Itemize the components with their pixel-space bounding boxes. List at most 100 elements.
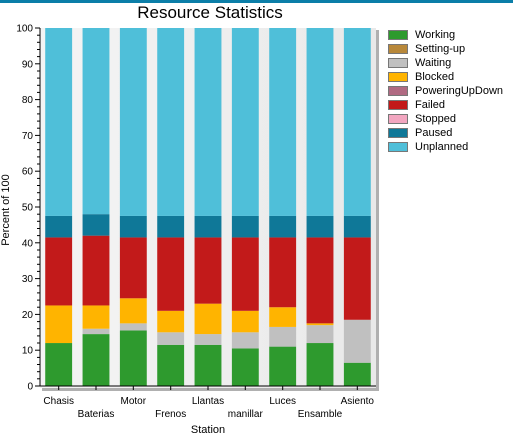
legend-label: Setting-up	[415, 43, 466, 55]
bar-segment-blocked-motor	[119, 298, 147, 324]
x-tick-label-llantas: Llantas	[192, 396, 224, 407]
bar-segment-working-llantas	[194, 344, 222, 386]
bar-segment-waiting-luces	[269, 326, 297, 347]
y-tick-label: 80	[22, 95, 34, 106]
bar-segment-failed-motor	[119, 237, 147, 299]
bar-segment-blocked-manillar	[231, 310, 259, 333]
plot-shadow-bottom	[42, 388, 379, 391]
bar-segment-working-motor	[119, 330, 147, 386]
x-tick-label-frenos: Frenos	[155, 409, 186, 420]
x-tick-label-manillar: manillar	[228, 409, 264, 420]
bar-segment-failed-baterias	[82, 235, 110, 306]
legend-label: Blocked	[415, 71, 455, 83]
bar-segment-paused-asiento	[343, 215, 371, 238]
bar-segment-unplanned-frenos	[157, 28, 185, 216]
bar-segment-waiting-ensamble	[306, 325, 334, 344]
y-axis-title: Percent of 100	[0, 174, 12, 246]
bar-segment-paused-llantas	[194, 215, 222, 238]
legend-swatch	[388, 72, 408, 82]
legend-label: Paused	[415, 127, 453, 139]
legend-item-blocked: Blocked	[388, 70, 503, 84]
x-tick-label-asiento: Asiento	[341, 396, 375, 407]
bar-segment-failed-chasis	[45, 237, 73, 306]
bar-segment-failed-manillar	[231, 237, 259, 311]
bar-segment-working-ensamble	[306, 343, 334, 386]
bar-segment-waiting-motor	[119, 323, 147, 331]
bar-segment-paused-motor	[119, 215, 147, 238]
bar-segment-failed-asiento	[343, 237, 371, 320]
bar-segment-unplanned-motor	[119, 28, 147, 216]
bar-segment-waiting-llantas	[194, 334, 222, 345]
bar-segment-unplanned-baterias	[82, 28, 110, 215]
top-rule	[0, 0, 513, 3]
legend-swatch	[388, 30, 408, 40]
x-axis: Chasis Baterias Motor Frenos Llantas manillar…	[40, 385, 376, 420]
legend-item-failed: Failed	[388, 98, 503, 112]
bar-segment-blocked-llantas	[194, 303, 222, 335]
bar-segment-working-frenos	[157, 344, 185, 386]
bar-segment-waiting-frenos	[157, 332, 185, 345]
legend-swatch	[388, 128, 408, 138]
bar-segment-unplanned-chasis	[45, 28, 73, 216]
legend-item-waiting: Waiting	[388, 56, 503, 70]
bar-segment-failed-ensamble	[306, 237, 334, 324]
legend-label: Stopped	[415, 113, 456, 125]
bar-segment-paused-baterias	[82, 214, 110, 236]
legend-item-poweringupdown: PoweringUpDown	[388, 84, 503, 98]
y-tick-label: 50	[22, 203, 34, 214]
x-tick-label-chasis: Chasis	[43, 396, 74, 407]
y-tick-label: 100	[16, 24, 33, 35]
bar-segment-waiting-baterias	[82, 328, 110, 335]
bar-segment-unplanned-manillar	[231, 28, 259, 216]
bar-segment-waiting-asiento	[343, 319, 371, 363]
legend-label: Unplanned	[415, 141, 469, 153]
legend-item-paused: Paused	[388, 126, 503, 140]
bar-segment-unplanned-asiento	[343, 28, 371, 216]
x-tick-label-motor: Motor	[121, 396, 147, 407]
legend-label: Waiting	[415, 57, 452, 69]
bar-segment-paused-ensamble	[306, 215, 334, 238]
bar-segment-blocked-frenos	[157, 310, 185, 333]
bar-segment-failed-frenos	[157, 237, 185, 311]
legend-swatch	[388, 58, 408, 68]
y-tick-label: 10	[22, 346, 34, 357]
bar-segment-unplanned-ensamble	[306, 28, 334, 216]
x-tick-label-baterias: Baterias	[78, 409, 115, 420]
y-tick-label: 60	[22, 167, 34, 178]
legend-item-unplanned: Unplanned	[388, 140, 503, 154]
bar-segment-working-chasis	[45, 343, 73, 386]
y-tick-label: 20	[22, 310, 34, 321]
y-tick-label: 30	[22, 274, 34, 285]
bar-segment-paused-frenos	[157, 215, 185, 238]
legend-item-working: Working	[388, 28, 503, 42]
bar-segment-blocked-baterias	[82, 305, 110, 329]
chart-title: Resource Statistics	[137, 3, 283, 22]
bar-segment-unplanned-llantas	[194, 28, 222, 216]
bar-segment-failed-luces	[269, 237, 297, 308]
legend: Working Setting-up Waiting Blocked PoweringU…	[388, 28, 503, 154]
bar-segment-unplanned-luces	[269, 28, 297, 216]
legend-swatch	[388, 114, 408, 124]
y-tick-label: 90	[22, 59, 34, 70]
legend-label: Working	[415, 29, 456, 41]
bar-segment-blocked-luces	[269, 307, 297, 327]
legend-item-setting-up: Setting-up	[388, 42, 503, 56]
bar-segment-blocked-chasis	[45, 305, 73, 344]
bars-group	[45, 28, 371, 386]
bar-segment-working-luces	[269, 346, 297, 386]
y-tick-label: 40	[22, 238, 34, 249]
bar-segment-blocked-ensamble	[306, 323, 334, 326]
legend-swatch	[388, 44, 408, 54]
bar-segment-waiting-manillar	[231, 332, 259, 349]
legend-label: Failed	[415, 99, 445, 111]
legend-label: PoweringUpDown	[415, 85, 504, 97]
bar-segment-paused-chasis	[45, 215, 73, 238]
x-tick-label-ensamble: Ensamble	[298, 409, 343, 420]
legend-item-stopped: Stopped	[388, 112, 503, 126]
x-tick-label-luces: Luces	[269, 396, 296, 407]
y-tick-label: 0	[27, 382, 33, 393]
bar-segment-working-baterias	[82, 334, 110, 386]
bar-segment-failed-llantas	[194, 237, 222, 304]
bar-segment-working-asiento	[343, 362, 371, 386]
